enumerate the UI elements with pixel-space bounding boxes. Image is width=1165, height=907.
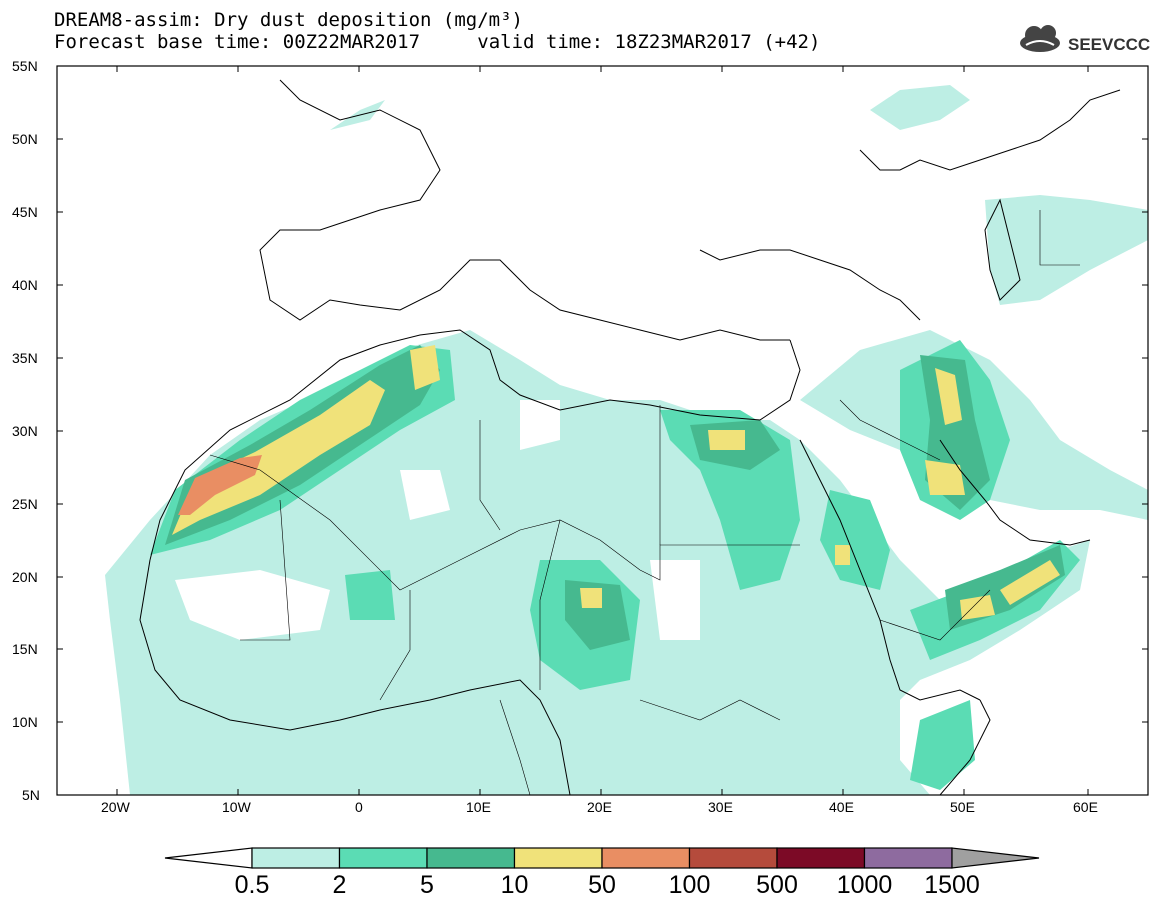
lon-tick-label: 20E [587,799,612,815]
colorbar-label: 100 [669,871,711,899]
lat-tick-label: 15N [12,641,38,657]
lon-tick-label: 50E [950,799,975,815]
lat-tick-label: 40N [12,277,38,293]
lat-tick-label: 10N [12,714,38,730]
map-area [57,66,1148,795]
colorbar-swatch [688,847,778,869]
colorbar: 0.5 2 5 10 50 100 500 1000 1500 [164,847,1040,899]
cloud-icon [1020,25,1060,52]
lat-tick-label: 20N [12,569,38,585]
colorbar-swatch [426,847,516,869]
map-title: DREAM8-assim: Dry dust deposition (mg/m³… [54,9,523,31]
colorbar-swatch [513,847,603,869]
colorbar-swatch [863,847,953,869]
lat-tick-label: 25N [12,496,38,512]
colorbar-label: 1000 [837,871,893,899]
lat-ticks [57,138,1148,723]
seevccc-logo: SEEVCCC [1020,25,1150,54]
lon-ticks [116,66,1089,795]
dust-field-gaps [175,400,700,640]
latitude-axis: 55N 50N 45N 40N 35N 30N 25N 20N 15N 10N … [12,58,40,803]
colorbar-label: 0.5 [235,871,270,899]
valid-time: valid time: 18Z23MAR2017 (+42) [477,31,821,53]
logo-text: SEEVCCC [1068,35,1150,54]
lat-tick-label: 55N [12,58,38,74]
lon-tick-label: 30E [708,799,733,815]
forecast-base-time: Forecast base time: 00Z22MAR2017 [54,31,421,53]
lat-tick-label: 50N [12,131,38,147]
lat-tick-label: 35N [12,350,38,366]
colorbar-label: 500 [756,871,798,899]
map-subtitle: Forecast base time: 00Z22MAR2017 valid t… [54,32,820,52]
lon-tick-label: 40E [829,799,854,815]
lat-tick-label: 30N [12,423,38,439]
longitude-axis: 20W 10W 0 10E 20E 30E 40E 50E 60E [101,799,1098,815]
colorbar-label: 1500 [924,871,980,899]
colorbar-left-arrow [164,847,253,869]
colorbar-label: 10 [501,871,529,899]
country-borders [209,210,1080,795]
colorbar-label: 5 [420,871,434,899]
lon-tick-label: 20W [101,799,131,815]
colorbar-swatch [251,847,341,869]
lon-tick-label: 10W [222,799,252,815]
lon-tick-label: 0 [355,799,363,815]
colorbar-swatch [338,847,428,869]
coastlines [139,79,1121,795]
lat-tick-label: 5N [22,787,40,803]
lat-tick-label: 45N [12,204,38,220]
dust-field-yellow [172,345,1060,620]
colorbar-right-arrow [951,847,1040,869]
lon-tick-label: 60E [1073,799,1098,815]
lon-tick-label: 10E [466,799,491,815]
colorbar-swatch [776,847,866,869]
colorbar-label: 2 [333,871,347,899]
colorbar-label: 50 [588,871,616,899]
colorbar-swatch [601,847,691,869]
dust-field-orange [178,455,262,515]
